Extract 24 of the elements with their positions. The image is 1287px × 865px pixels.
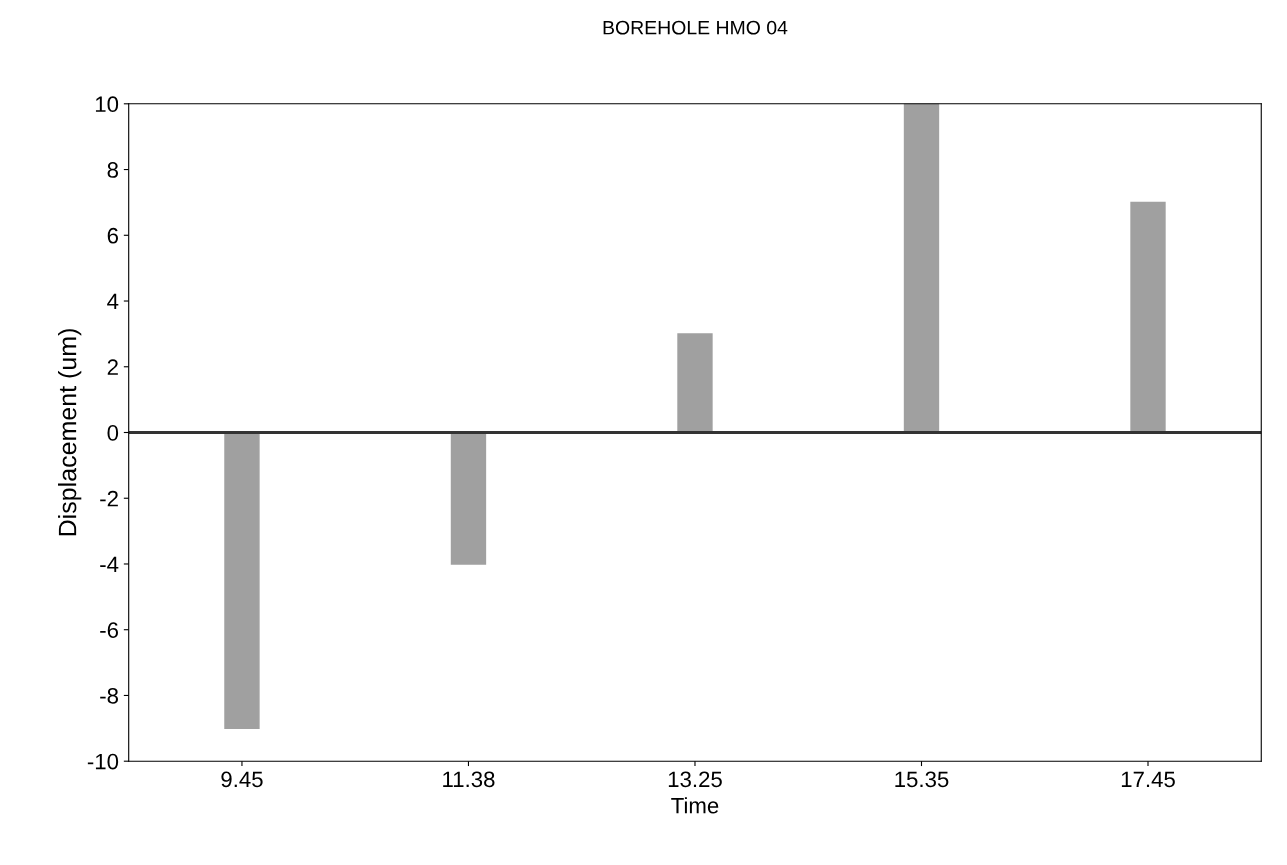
- y-tick-label: -6: [100, 622, 118, 638]
- chart-title: BOREHOLE HMO 04: [603, 20, 788, 35]
- y-tick-label: 10: [95, 96, 119, 113]
- y-tick-label: 6: [107, 227, 118, 244]
- y-tick-label: -2: [100, 490, 118, 507]
- y-axis-title: Displacement (um): [58, 329, 82, 536]
- bar: [450, 431, 487, 565]
- bar: [903, 103, 940, 434]
- bar: [1130, 201, 1166, 434]
- x-tick-label: 9.45: [221, 771, 263, 788]
- y-tick-label: -10: [87, 753, 119, 770]
- y-tick-label: 8: [107, 162, 119, 178]
- x-axis-title: Time: [671, 797, 719, 814]
- y-tick-label: 0: [107, 425, 119, 441]
- bar: [677, 333, 713, 434]
- y-tick-label: 2: [107, 359, 118, 375]
- x-tick-label: 13.25: [668, 771, 722, 788]
- bar: [224, 431, 260, 730]
- x-tick-label: 15.35: [895, 771, 949, 788]
- x-tick-label: 17.45: [1121, 771, 1175, 788]
- y-tick-label: -4: [100, 556, 119, 573]
- y-tick-label: -8: [100, 687, 119, 704]
- y-tick-label: 4: [107, 293, 119, 310]
- x-tick-label: 11.38: [443, 771, 495, 788]
